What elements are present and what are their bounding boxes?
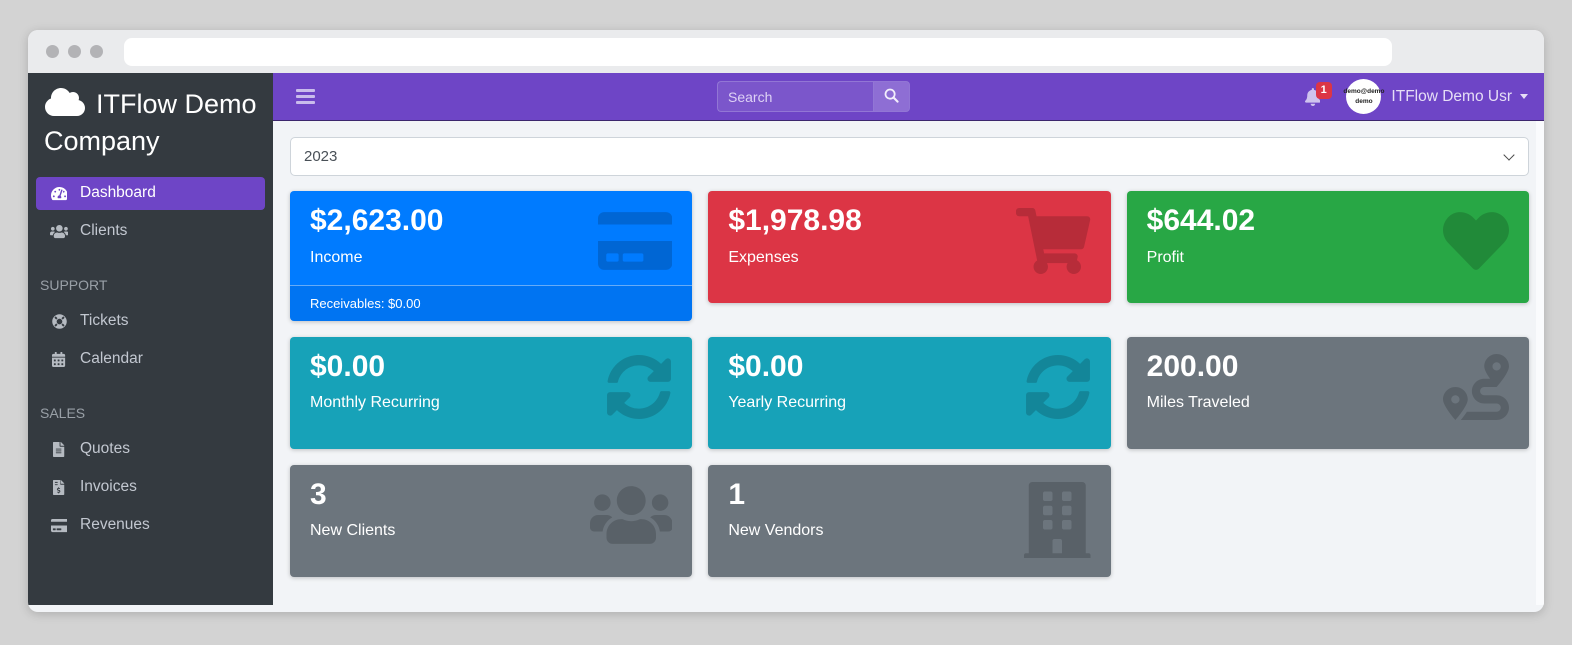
year-select[interactable]: 2023 <box>290 137 1529 176</box>
monthly-recurring-card[interactable]: $0.00 Monthly Recurring <box>290 336 693 449</box>
new-vendors-value: 1 <box>728 477 746 511</box>
content-area: 2023 $2,623.00 Income Receivables: $0.00 <box>273 121 1544 605</box>
sidebar-item-label: Tickets <box>80 312 129 329</box>
users-icon <box>47 224 71 239</box>
new-clients-card-body: 3 New Clients <box>290 465 692 559</box>
search-button[interactable] <box>873 81 910 112</box>
sidebar-toggle-icon[interactable] <box>296 89 315 104</box>
file-alt-icon <box>47 441 71 457</box>
building-icon <box>1024 481 1091 558</box>
income-label: Income <box>310 248 363 266</box>
main-area: 1 demo@demo demo ITFlow Demo Usr 2023 <box>273 73 1544 605</box>
miles-traveled-card-body: 200.00 Miles Traveled <box>1127 337 1529 431</box>
sidebar-item-clients[interactable]: Clients <box>36 215 265 248</box>
sidebar-item-tickets[interactable]: Tickets <box>36 305 265 338</box>
stats-grid: $2,623.00 Income Receivables: $0.00 $1,9… <box>290 191 1529 577</box>
year-select-value: 2023 <box>304 148 338 165</box>
navbar-right: 1 demo@demo demo ITFlow Demo Usr <box>1304 79 1528 114</box>
chevron-down-icon <box>1503 149 1515 161</box>
sidebar-item-label: Invoices <box>80 478 137 495</box>
user-menu[interactable]: ITFlow Demo Usr <box>1391 88 1528 106</box>
browser-chrome <box>28 30 1544 73</box>
new-clients-label: New Clients <box>310 522 396 539</box>
heart-icon <box>1443 208 1509 274</box>
sync-icon <box>1025 354 1091 420</box>
sidebar-item-label: Clients <box>80 222 128 239</box>
app-area: ITFlow Demo Company Dashboard Clients SU… <box>28 73 1544 605</box>
expenses-value: $1,978.98 <box>728 204 862 237</box>
sidebar-item-invoices[interactable]: Invoices <box>36 471 265 504</box>
avatar-text: demo@demo <box>1343 87 1385 95</box>
credit-card-icon <box>598 208 673 274</box>
monthly-recurring-label: Monthly Recurring <box>310 394 440 411</box>
file-invoice-dollar-icon <box>47 479 71 495</box>
window-controls <box>46 45 103 58</box>
search-icon <box>883 87 900 107</box>
window-control-dot[interactable] <box>68 45 81 58</box>
sync-icon <box>606 354 672 420</box>
search-input[interactable] <box>717 81 873 112</box>
sidebar-section-sales: SALES <box>40 404 86 421</box>
expenses-card[interactable]: $1,978.98 Expenses <box>708 191 1111 303</box>
monthly-recurring-card-body: $0.00 Monthly Recurring <box>290 337 692 431</box>
credit-card-icon <box>47 518 71 533</box>
life-ring-icon <box>47 313 71 329</box>
sidebar-nav: Dashboard Clients SUPPORT Tickets Calend… <box>28 165 273 542</box>
yearly-recurring-card[interactable]: $0.00 Yearly Recurring <box>708 336 1111 449</box>
window-control-dot[interactable] <box>46 45 59 58</box>
search-form <box>717 81 910 112</box>
new-vendors-card-body: 1 New Vendors <box>708 465 1110 559</box>
profit-card[interactable]: $644.02 Profit <box>1126 191 1529 303</box>
profit-value: $644.02 <box>1146 204 1256 237</box>
miles-traveled-value: 200.00 <box>1146 349 1239 383</box>
expenses-label: Expenses <box>728 248 799 266</box>
url-bar[interactable] <box>124 37 1392 66</box>
new-clients-card[interactable]: 3 New Clients <box>290 464 693 577</box>
yearly-recurring-value: $0.00 <box>728 349 804 383</box>
tachometer-icon <box>47 186 71 201</box>
sidebar-item-label: Quotes <box>80 440 130 457</box>
notifications-button[interactable]: 1 <box>1304 81 1332 106</box>
sidebar: ITFlow Demo Company Dashboard Clients SU… <box>28 73 273 605</box>
calendar-icon <box>47 351 71 367</box>
income-value: $2,623.00 <box>310 204 444 237</box>
profit-label: Profit <box>1146 248 1184 266</box>
new-vendors-card[interactable]: 1 New Vendors <box>708 464 1111 577</box>
sidebar-item-calendar[interactable]: Calendar <box>36 343 265 376</box>
caret-down-icon <box>1520 94 1528 99</box>
expenses-card-body: $1,978.98 Expenses <box>708 191 1110 285</box>
income-receivables: Receivables: $0.00 <box>290 284 693 321</box>
window-control-dot[interactable] <box>90 45 103 58</box>
users-icon <box>589 482 673 548</box>
sidebar-item-dashboard[interactable]: Dashboard <box>36 176 265 210</box>
cloud-icon <box>44 88 96 119</box>
sidebar-item-label: Revenues <box>80 516 150 533</box>
new-clients-value: 3 <box>310 477 327 511</box>
yearly-recurring-card-body: $0.00 Yearly Recurring <box>708 337 1110 431</box>
monthly-recurring-value: $0.00 <box>310 349 386 383</box>
browser-window: ITFlow Demo Company Dashboard Clients SU… <box>28 30 1544 612</box>
sidebar-section-support: SUPPORT <box>40 276 108 293</box>
shopping-cart-icon <box>1016 208 1091 274</box>
sidebar-item-revenues[interactable]: Revenues <box>36 509 265 542</box>
miles-traveled-card[interactable]: 200.00 Miles Traveled <box>1126 336 1529 449</box>
scrollbar-track[interactable] <box>1536 121 1544 605</box>
avatar-text: demo <box>1355 97 1373 105</box>
sidebar-item-quotes[interactable]: Quotes <box>36 433 265 466</box>
user-menu-label: ITFlow Demo Usr <box>1391 87 1512 105</box>
avatar[interactable]: demo@demo demo <box>1343 79 1385 114</box>
yearly-recurring-label: Yearly Recurring <box>728 394 847 411</box>
income-card[interactable]: $2,623.00 Income Receivables: $0.00 <box>290 191 693 321</box>
sidebar-item-label: Calendar <box>80 350 143 367</box>
route-icon <box>1443 353 1509 420</box>
miles-traveled-label: Miles Traveled <box>1146 394 1250 411</box>
sidebar-item-label: Dashboard <box>80 184 156 201</box>
new-vendors-label: New Vendors <box>728 522 824 539</box>
brand-name: ITFlow Demo Company <box>44 89 257 157</box>
income-card-body: $2,623.00 Income <box>290 191 692 285</box>
profit-card-body: $644.02 Profit <box>1127 191 1529 285</box>
top-navbar: 1 demo@demo demo ITFlow Demo Usr <box>273 73 1544 121</box>
brand[interactable]: ITFlow Demo Company <box>28 73 273 165</box>
notification-badge: 1 <box>1315 81 1332 99</box>
